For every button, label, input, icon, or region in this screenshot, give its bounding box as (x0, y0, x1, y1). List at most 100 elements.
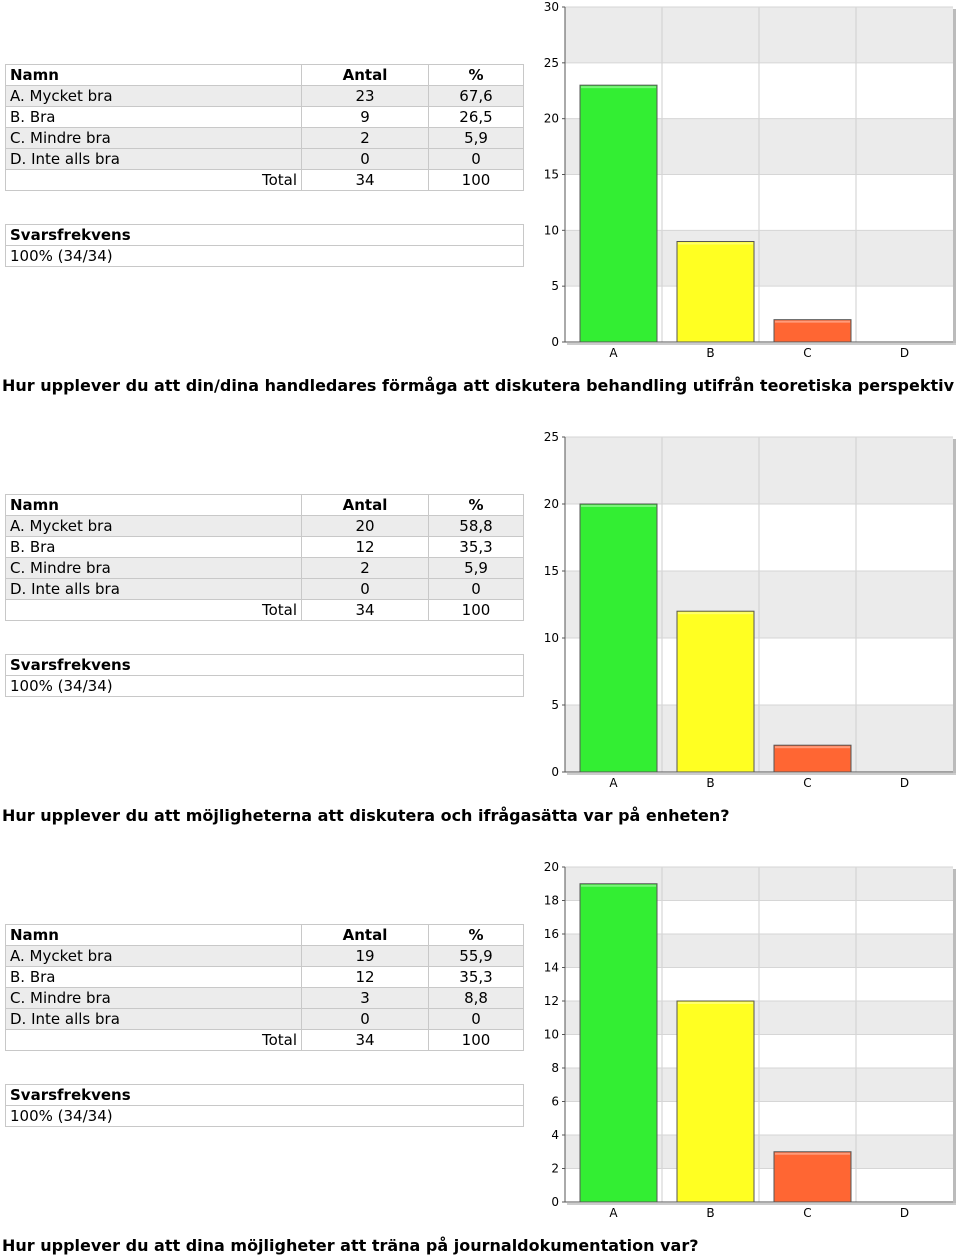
row-count: 0 (301, 578, 429, 600)
bar-highlight (678, 612, 753, 615)
bar-b (676, 241, 755, 343)
y-tick-label: 16 (544, 927, 559, 941)
row-pct: 8,8 (428, 987, 524, 1009)
y-tick-label: 4 (551, 1128, 559, 1142)
bar-highlight (775, 1152, 850, 1155)
bar-chart: 0 2 4 6 8 10 12 14 16 18 20 A B C D (544, 860, 956, 1220)
x-tick-label: D (900, 1206, 909, 1220)
total-label: Total (5, 1029, 302, 1051)
y-tick-label: 15 (544, 168, 559, 182)
y-tick-label: 18 (544, 894, 559, 908)
y-tick-label: 15 (544, 564, 559, 578)
header-name: Namn (5, 64, 302, 86)
total-count: 34 (301, 599, 429, 621)
row-count: 0 (301, 148, 429, 170)
header-pct: % (428, 64, 524, 86)
y-tick-label: 0 (551, 765, 559, 779)
row-pct: 35,3 (428, 536, 524, 558)
bar-a (579, 503, 658, 773)
row-count: 2 (301, 557, 429, 579)
y-tick-label: 10 (544, 223, 559, 237)
x-tick-label: C (803, 1206, 811, 1220)
results-table: Namn Antal % A. Mycket bra 23 67,6 B. Br… (5, 64, 524, 191)
chart-shadow (567, 773, 956, 775)
bar-chart: 0 5 10 15 20 25 A B C D (544, 430, 956, 790)
header-count: Antal (301, 64, 429, 86)
table-row: D. Inte alls bra 0 0 (5, 148, 524, 170)
y-tick-label: 30 (544, 0, 559, 14)
header-pct: % (428, 924, 524, 946)
bar-a (579, 883, 658, 1203)
row-pct: 58,8 (428, 515, 524, 537)
table-row: A. Mycket bra 23 67,6 (5, 85, 524, 107)
x-tick-label: D (900, 776, 909, 790)
x-tick-label: A (609, 1206, 618, 1220)
bar-highlight (581, 86, 656, 89)
row-pct: 55,9 (428, 945, 524, 967)
row-name: C. Mindre bra (5, 557, 302, 579)
y-tick-label: 20 (544, 860, 559, 874)
chart-shadow (953, 869, 956, 1204)
row-name: D. Inte alls bra (5, 148, 302, 170)
bar-highlight (775, 320, 850, 323)
x-tick-label: B (706, 346, 714, 360)
total-count: 34 (301, 169, 429, 191)
y-tick-label: 10 (544, 631, 559, 645)
row-count: 9 (301, 106, 429, 128)
row-name: C. Mindre bra (5, 987, 302, 1009)
bar-highlight (775, 746, 850, 749)
x-tick-label: C (803, 776, 811, 790)
row-name: C. Mindre bra (5, 127, 302, 149)
bar-c (773, 319, 852, 343)
response-rate-table: Svarsfrekvens 100% (34/34) (5, 224, 524, 267)
bar-highlight (678, 242, 753, 245)
chart-shadow (953, 9, 956, 344)
row-pct: 67,6 (428, 85, 524, 107)
row-name: B. Bra (5, 536, 302, 558)
total-row: Total 34 100 (5, 169, 524, 191)
header-name: Namn (5, 494, 302, 516)
table-row: B. Bra 12 35,3 (5, 966, 524, 988)
row-count: 0 (301, 1008, 429, 1030)
total-pct: 100 (428, 1029, 524, 1051)
y-tick-label: 20 (544, 497, 559, 511)
table-row: A. Mycket bra 19 55,9 (5, 945, 524, 967)
y-tick-label: 5 (551, 698, 559, 712)
row-count: 2 (301, 127, 429, 149)
row-name: A. Mycket bra (5, 945, 302, 967)
table-row: B. Bra 9 26,5 (5, 106, 524, 128)
x-tick-label: B (706, 1206, 714, 1220)
total-count: 34 (301, 1029, 429, 1051)
bar-b (676, 610, 755, 773)
row-name: D. Inte alls bra (5, 1008, 302, 1030)
row-name: B. Bra (5, 106, 302, 128)
y-tick-label: 20 (544, 112, 559, 126)
header-count: Antal (301, 494, 429, 516)
row-count: 3 (301, 987, 429, 1009)
row-name: B. Bra (5, 966, 302, 988)
y-tick-label: 2 (551, 1162, 559, 1176)
response-rate-label: Svarsfrekvens (5, 224, 524, 246)
table-row: B. Bra 12 35,3 (5, 536, 524, 558)
row-count: 19 (301, 945, 429, 967)
table-row: C. Mindre bra 2 5,9 (5, 557, 524, 579)
table-row: C. Mindre bra 2 5,9 (5, 127, 524, 149)
chart-shadow (567, 1203, 956, 1205)
x-tick-label: D (900, 346, 909, 360)
x-tick-label: A (609, 776, 618, 790)
row-count: 23 (301, 85, 429, 107)
row-pct: 5,9 (428, 127, 524, 149)
x-tick-label: A (609, 346, 618, 360)
chart-shadow (953, 439, 956, 774)
row-pct: 35,3 (428, 966, 524, 988)
bar-chart: 0 5 10 15 20 25 30 A B C D (544, 0, 956, 360)
bar-a (579, 84, 658, 343)
bar-c (773, 744, 852, 773)
total-label: Total (5, 169, 302, 191)
table-row: D. Inte alls bra 0 0 (5, 1008, 524, 1030)
row-name: D. Inte alls bra (5, 578, 302, 600)
header-name: Namn (5, 924, 302, 946)
survey-section-2: Namn Antal % A. Mycket bra 20 58,8 B. Br… (0, 430, 960, 860)
response-rate-label: Svarsfrekvens (5, 1084, 524, 1106)
response-rate-value: 100% (34/34) (5, 675, 524, 697)
